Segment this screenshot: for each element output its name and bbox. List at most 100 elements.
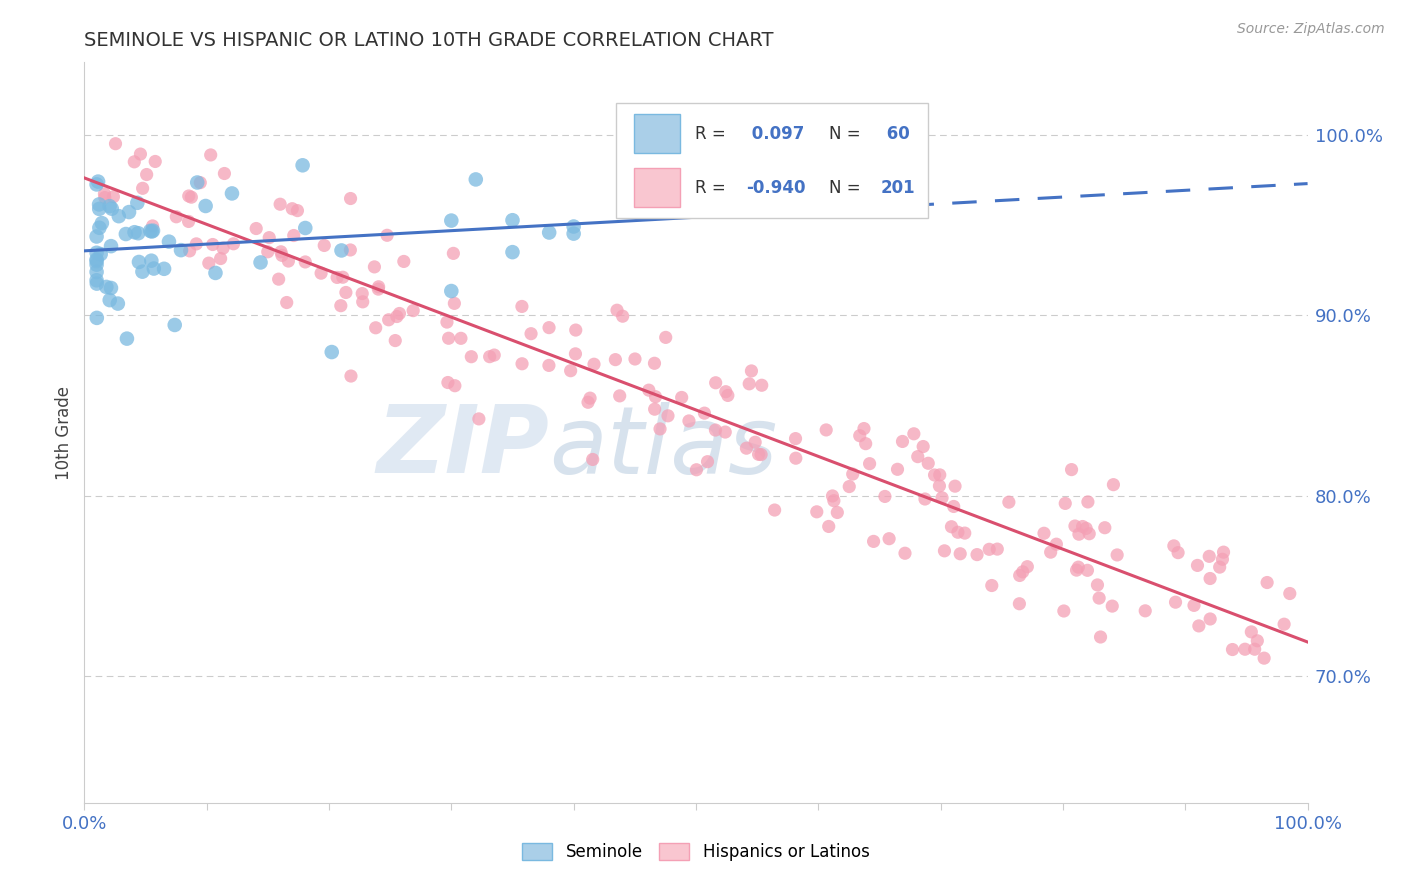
Point bbox=[648, 422, 671, 436]
Point bbox=[696, 455, 718, 469]
Point bbox=[104, 136, 127, 151]
Point bbox=[827, 506, 849, 520]
Point bbox=[367, 280, 389, 294]
Point bbox=[1233, 642, 1256, 657]
Point bbox=[86, 178, 108, 192]
Point bbox=[100, 239, 122, 253]
Point bbox=[437, 331, 460, 345]
Point bbox=[294, 221, 316, 235]
Point bbox=[538, 320, 561, 334]
Point bbox=[221, 186, 243, 201]
Point bbox=[443, 296, 465, 310]
Point bbox=[823, 493, 845, 508]
Point bbox=[163, 318, 186, 332]
Point bbox=[510, 300, 533, 314]
Point bbox=[214, 167, 236, 181]
Point bbox=[198, 256, 221, 270]
Point bbox=[873, 490, 896, 504]
Point bbox=[1088, 591, 1111, 605]
Point bbox=[180, 190, 202, 204]
Point bbox=[153, 261, 176, 276]
Point bbox=[1054, 496, 1077, 510]
Point bbox=[103, 190, 125, 204]
Point bbox=[717, 388, 740, 402]
FancyBboxPatch shape bbox=[634, 169, 681, 207]
Point bbox=[891, 434, 914, 449]
FancyBboxPatch shape bbox=[616, 103, 928, 218]
Point bbox=[450, 331, 472, 345]
Point bbox=[124, 225, 146, 239]
Point bbox=[848, 428, 870, 442]
Point bbox=[367, 282, 389, 296]
Point bbox=[309, 266, 332, 280]
Point bbox=[86, 310, 108, 325]
Point bbox=[1067, 560, 1090, 574]
Point bbox=[1087, 578, 1109, 592]
Point bbox=[86, 258, 108, 272]
Point bbox=[335, 285, 357, 300]
Point bbox=[1067, 527, 1090, 541]
Point bbox=[135, 168, 157, 182]
Point bbox=[98, 293, 121, 307]
Point bbox=[1090, 630, 1112, 644]
Point bbox=[115, 332, 138, 346]
Point bbox=[86, 245, 108, 260]
Point bbox=[93, 186, 115, 201]
Point bbox=[245, 221, 267, 235]
Point bbox=[1107, 548, 1129, 562]
Point bbox=[256, 244, 278, 259]
Point bbox=[440, 213, 463, 227]
Point bbox=[143, 154, 166, 169]
Point bbox=[139, 224, 162, 238]
Point bbox=[735, 441, 758, 455]
Point bbox=[142, 219, 165, 233]
Point bbox=[838, 479, 860, 493]
Point bbox=[86, 254, 108, 268]
Point bbox=[186, 176, 208, 190]
Point bbox=[1078, 526, 1101, 541]
Point bbox=[90, 216, 112, 230]
Text: R =: R = bbox=[695, 178, 731, 196]
Point bbox=[127, 226, 149, 240]
Point bbox=[744, 435, 766, 450]
Point bbox=[89, 202, 111, 216]
Point bbox=[579, 391, 602, 405]
Point bbox=[564, 323, 586, 337]
Point bbox=[841, 467, 863, 481]
Point bbox=[484, 348, 506, 362]
Point bbox=[510, 357, 533, 371]
Point bbox=[931, 491, 953, 505]
Point bbox=[332, 270, 354, 285]
Point bbox=[1278, 586, 1301, 600]
Point bbox=[903, 426, 925, 441]
Point bbox=[388, 306, 411, 320]
Point bbox=[222, 236, 245, 251]
Point bbox=[966, 548, 988, 562]
Point bbox=[986, 542, 1008, 557]
Point bbox=[478, 350, 501, 364]
Point bbox=[460, 350, 482, 364]
Point bbox=[562, 227, 585, 241]
Point bbox=[1167, 546, 1189, 560]
Point bbox=[267, 272, 290, 286]
Point bbox=[326, 270, 349, 285]
Point bbox=[87, 175, 110, 189]
Point bbox=[177, 189, 200, 203]
Point bbox=[128, 255, 150, 269]
Point bbox=[671, 391, 693, 405]
Point bbox=[1011, 565, 1033, 579]
Point bbox=[934, 544, 956, 558]
Point bbox=[643, 356, 665, 370]
Point bbox=[1222, 642, 1244, 657]
Point bbox=[624, 191, 647, 205]
Point bbox=[281, 202, 304, 216]
Text: -0.940: -0.940 bbox=[747, 178, 806, 196]
Point bbox=[560, 364, 582, 378]
Point bbox=[440, 284, 463, 298]
Point bbox=[107, 296, 129, 310]
Point bbox=[685, 463, 707, 477]
Point bbox=[1211, 552, 1233, 566]
Point bbox=[624, 351, 647, 366]
FancyBboxPatch shape bbox=[634, 114, 681, 153]
Point bbox=[1198, 549, 1220, 564]
